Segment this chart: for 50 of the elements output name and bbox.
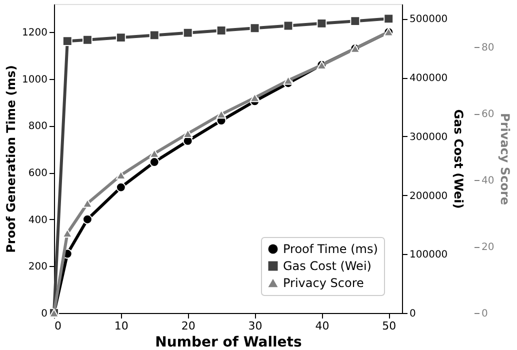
- point: [316, 18, 327, 28]
- x-tick-label: 20: [181, 320, 196, 332]
- y-tick-label: 200: [28, 262, 48, 273]
- point: [182, 129, 193, 138]
- y2-tick-label: 0: [410, 308, 416, 320]
- y2-tick-label: 400000: [410, 73, 448, 84]
- x-tick-label: 0: [54, 320, 62, 332]
- point: [116, 182, 126, 192]
- x-axis-title: Number of Wallets: [155, 334, 302, 350]
- y-axis-title: Proof Generation Time (ms): [4, 65, 18, 253]
- y-tick-label: 1000: [22, 74, 48, 86]
- y-tick-label: 800: [28, 121, 48, 132]
- point: [384, 14, 394, 24]
- point: [149, 30, 160, 40]
- y3-tick-label: 20: [482, 242, 494, 254]
- point: [116, 170, 126, 180]
- y-tick-label: 400: [28, 214, 48, 226]
- y3-axis-title: Privacy Score: [498, 113, 512, 205]
- point: [62, 36, 72, 46]
- point: [283, 20, 294, 31]
- point: [149, 157, 160, 167]
- y3-tick-label: 0: [482, 308, 488, 320]
- x-tick-label: 10: [114, 320, 128, 332]
- point: [350, 16, 360, 26]
- y-tick-label: 1200: [22, 28, 48, 39]
- point: [250, 23, 260, 34]
- point: [182, 28, 193, 38]
- y2-axis-title: Gas Cost (Wei): [452, 109, 466, 209]
- legend-label: Proof Time (ms): [283, 242, 378, 256]
- y2-tick-label: 100000: [410, 250, 448, 261]
- y-tick-label: 0: [41, 308, 48, 320]
- y3-tick-label: 40: [482, 176, 494, 187]
- x-tick-label: 50: [382, 320, 396, 332]
- legend-label: Gas Cost (Wei): [283, 259, 372, 273]
- point: [116, 32, 126, 43]
- point: [82, 34, 92, 45]
- point: [149, 149, 160, 158]
- y-tick-label: 600: [28, 168, 48, 180]
- x-tick-label: 40: [315, 320, 330, 332]
- point: [82, 214, 92, 224]
- legend-label: Privacy Score: [283, 276, 364, 290]
- x-tick-label: 30: [248, 320, 262, 332]
- y3-tick-label: 60: [482, 109, 494, 120]
- point: [283, 76, 294, 85]
- y2-tick-label: 200000: [410, 190, 448, 202]
- y2-tick-label: 500000: [410, 14, 448, 26]
- point: [216, 26, 226, 36]
- y2-tick-label: 300000: [410, 132, 448, 143]
- y3-tick-label: 80: [482, 42, 494, 54]
- point: [62, 228, 72, 238]
